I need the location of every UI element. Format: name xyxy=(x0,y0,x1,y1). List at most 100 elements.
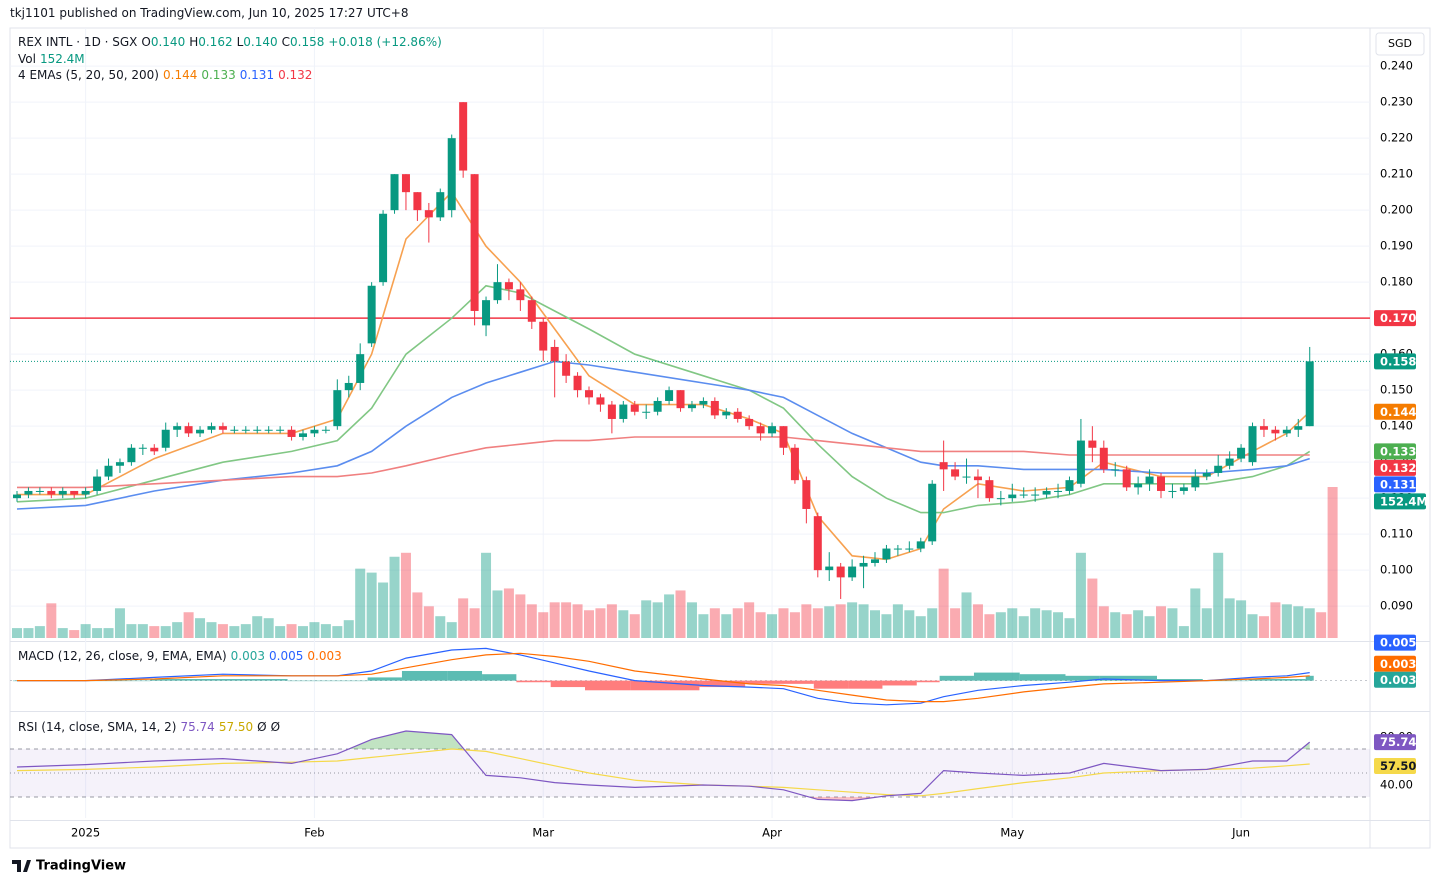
candle-body xyxy=(1099,447,1108,470)
volume-bar xyxy=(801,604,812,638)
macd-histogram-bar xyxy=(939,675,974,681)
candle-body xyxy=(825,566,834,571)
rsi-tick-label: 40.00 xyxy=(1380,777,1413,791)
volume-bar xyxy=(927,608,938,638)
candle-body xyxy=(802,480,811,509)
volume-bar xyxy=(1064,618,1075,638)
volume-bar xyxy=(1281,604,1292,638)
volume-bar xyxy=(972,604,983,638)
rsi-name: RSI (14, close, SMA, 14, 2) xyxy=(18,720,177,734)
candle-body xyxy=(859,562,868,567)
x-tick-label: Jun xyxy=(1231,826,1250,840)
volume-bar xyxy=(217,624,228,638)
volume-bar xyxy=(1304,608,1315,638)
ema-line xyxy=(16,360,1310,510)
candle-body xyxy=(699,400,708,405)
candle-body xyxy=(424,210,433,218)
volume-bar xyxy=(206,622,217,638)
price-badge-label: 0.170 xyxy=(1380,311,1416,325)
volume-bar xyxy=(892,604,903,638)
volume-bar xyxy=(1213,552,1224,638)
macd-histogram-bar xyxy=(367,677,402,681)
volume-bar xyxy=(275,626,286,638)
macd-histogram-bar xyxy=(916,680,940,683)
volume-bar xyxy=(709,608,720,638)
volume-bar xyxy=(652,602,663,638)
rsi-badge-label: 57.50 xyxy=(1380,759,1416,773)
volume-bar xyxy=(824,606,835,638)
macd-histogram-bar xyxy=(699,680,746,688)
volume-bar xyxy=(767,614,778,638)
rsi-extra: Ø xyxy=(257,720,267,734)
candle-body xyxy=(687,404,696,409)
candle-body xyxy=(985,480,994,499)
candle-body xyxy=(24,490,33,495)
volume-bar xyxy=(1144,616,1155,638)
macd-histogram-bar xyxy=(333,680,368,682)
candle-body xyxy=(287,429,296,437)
volume-bar xyxy=(172,622,183,638)
candle-body xyxy=(276,429,285,431)
candle-body xyxy=(264,429,273,431)
macd-histogram-bar xyxy=(1099,675,1157,681)
candle-body xyxy=(104,465,113,477)
symbol: REX INTL · 1D · SGX xyxy=(18,35,138,49)
macd-histogram-bar xyxy=(630,680,700,691)
macd-histogram-bar xyxy=(1202,680,1249,682)
candle-body xyxy=(459,102,468,171)
candle-body xyxy=(379,213,388,283)
candle-body xyxy=(813,516,822,571)
candle-body xyxy=(882,548,891,560)
volume-bar xyxy=(1121,614,1132,638)
volume-bar xyxy=(606,604,617,638)
candle-body xyxy=(13,494,21,499)
volume-bar xyxy=(1316,612,1327,638)
volume-bar xyxy=(229,626,240,638)
rsi-badge-label: 75.74 xyxy=(1380,735,1416,749)
macd-histogram-bar xyxy=(1282,679,1306,681)
ohlc-value: 0.158 xyxy=(290,35,325,49)
x-tick-label: May xyxy=(1000,826,1024,840)
volume-bar xyxy=(858,604,869,638)
volume-bar xyxy=(1087,578,1098,638)
y-tick-label: 0.110 xyxy=(1380,527,1413,541)
volume-bar xyxy=(1007,608,1018,638)
y-tick-label: 0.100 xyxy=(1380,563,1413,577)
candle-body xyxy=(1271,429,1280,434)
candle-body xyxy=(871,559,879,563)
candle-body xyxy=(390,174,399,211)
ema-value: 0.132 xyxy=(278,68,313,82)
rsi-sma-value: 57.50 xyxy=(218,720,254,734)
candle-body xyxy=(138,447,147,449)
volume-bar xyxy=(595,608,606,638)
candle-body xyxy=(207,426,216,430)
y-tick-label: 0.190 xyxy=(1380,239,1413,253)
candle-body xyxy=(299,433,307,437)
candle-body xyxy=(161,429,170,448)
volume-bar xyxy=(332,626,343,638)
volume-bar xyxy=(1327,487,1338,638)
rsi-badge xyxy=(1374,757,1416,774)
candle-body xyxy=(1008,494,1017,499)
candle-body xyxy=(482,300,491,326)
macd-histogram-bar xyxy=(447,670,483,681)
candle-body xyxy=(710,400,719,416)
volume-bar xyxy=(847,602,858,638)
volume-bar xyxy=(149,626,160,638)
candle-body xyxy=(527,300,536,322)
volume-legend: Vol 152.4M xyxy=(18,51,89,67)
volume-bar xyxy=(961,592,972,638)
candle-body xyxy=(47,490,56,495)
candle-body xyxy=(241,429,250,431)
macd-signal-line xyxy=(17,652,1310,703)
macd-histogram-bar xyxy=(1305,675,1314,681)
candle-body xyxy=(413,192,422,211)
candle-body xyxy=(344,382,353,391)
candle-body xyxy=(230,429,239,431)
macd-histogram-bar xyxy=(1248,679,1283,681)
volume-bar xyxy=(1133,610,1144,638)
volume-bar xyxy=(46,603,57,638)
ema-name: 4 EMAs (5, 20, 50, 200) xyxy=(18,68,159,82)
